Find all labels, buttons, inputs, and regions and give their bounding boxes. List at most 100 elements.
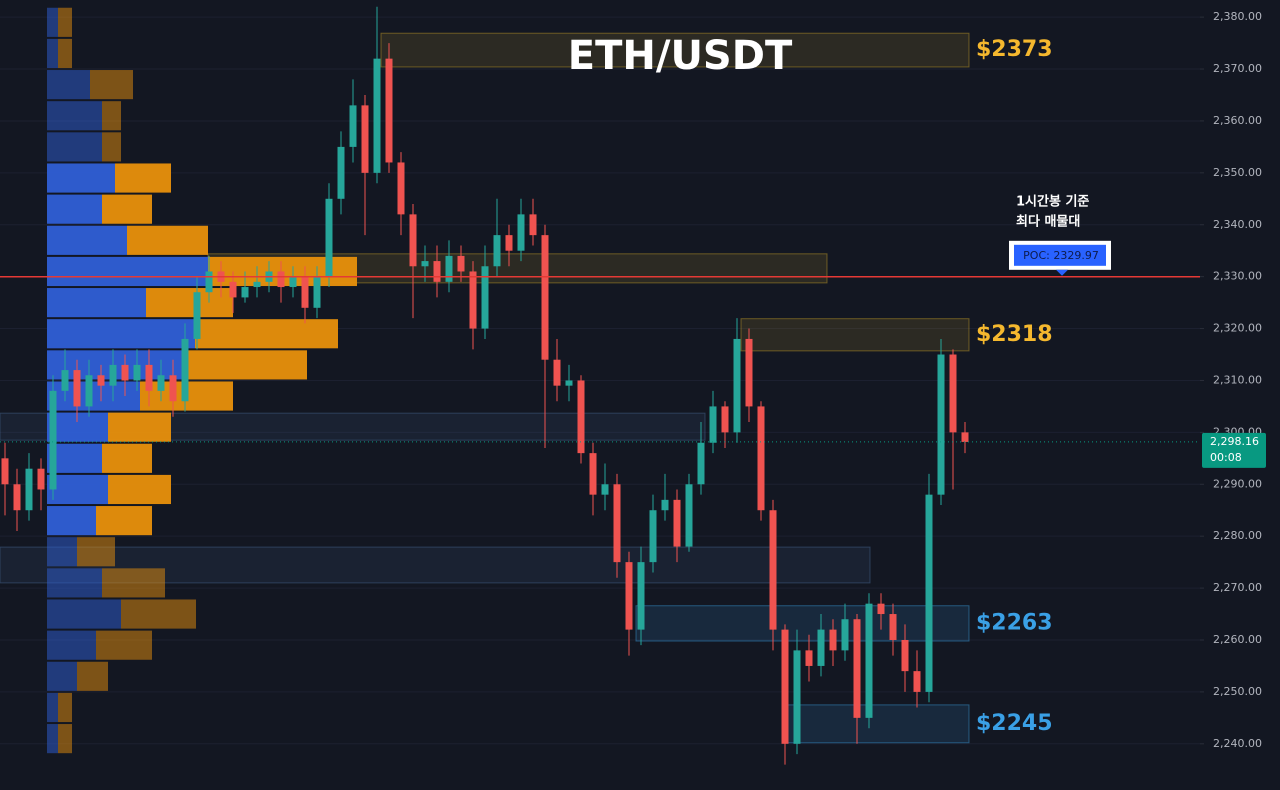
candle-body xyxy=(937,354,945,495)
price-zone xyxy=(635,605,970,642)
profile-buy-bar xyxy=(47,225,127,255)
zone-label: $2373 xyxy=(976,37,1053,62)
profile-buy-bar xyxy=(47,319,195,349)
chart-title: ETH/USDT xyxy=(568,33,793,79)
candle-body xyxy=(733,338,741,433)
zone-label: $2245 xyxy=(976,711,1053,736)
candle-body xyxy=(721,406,729,433)
candle-body xyxy=(517,214,525,251)
profile-buy-bar xyxy=(47,288,146,318)
profile-buy-bar xyxy=(47,132,102,162)
profile-buy-bar xyxy=(47,7,58,37)
candle-body xyxy=(241,287,249,298)
profile-buy-bar xyxy=(47,537,77,567)
candle-body xyxy=(805,650,813,666)
candle-body xyxy=(685,484,693,547)
candle-body xyxy=(949,354,957,433)
poc-pointer xyxy=(1056,269,1068,276)
candle-body xyxy=(409,214,417,267)
candle-body xyxy=(121,364,129,381)
candle-body xyxy=(649,510,657,563)
zone-label: $2318 xyxy=(976,322,1053,347)
y-tick-label: 2,240.00 xyxy=(1213,737,1262,750)
candle-body xyxy=(85,375,93,407)
y-tick-label: 2,310.00 xyxy=(1213,373,1262,386)
profile-sell-bar xyxy=(183,350,307,380)
profile-buy-bar xyxy=(47,70,90,100)
candle-body xyxy=(925,494,933,692)
candle-body xyxy=(385,58,393,163)
profile-buy-bar xyxy=(47,724,58,754)
candle-body xyxy=(277,271,285,288)
candle-body xyxy=(337,146,345,199)
y-tick-label: 2,320.00 xyxy=(1213,322,1262,335)
candle-body xyxy=(361,105,369,173)
y-tick-label: 2,330.00 xyxy=(1213,270,1262,283)
candle-body xyxy=(13,484,21,511)
y-tick-label: 2,280.00 xyxy=(1213,529,1262,542)
candle-body xyxy=(793,650,801,744)
profile-buy-bar xyxy=(47,506,96,536)
candle-body xyxy=(1,458,9,485)
profile-sell-bar xyxy=(102,443,152,473)
profile-sell-bar xyxy=(96,630,152,660)
candle-body xyxy=(577,380,585,454)
candle-body xyxy=(913,671,921,692)
profile-sell-bar xyxy=(127,225,208,255)
profile-sell-bar xyxy=(58,7,72,37)
candle-body xyxy=(253,281,261,288)
y-tick-label: 2,260.00 xyxy=(1213,633,1262,646)
profile-buy-bar xyxy=(47,692,58,723)
candle-body xyxy=(637,562,645,630)
profile-buy-bar xyxy=(47,599,121,629)
profile-sell-bar xyxy=(96,506,152,536)
poc-note: 1시간봉 기준 xyxy=(1016,194,1089,210)
candle-body xyxy=(289,276,297,288)
profile-sell-bar xyxy=(102,194,152,224)
candle-body xyxy=(505,235,513,251)
profile-buy-bar xyxy=(47,474,108,505)
candle-body xyxy=(25,468,33,511)
candle-body xyxy=(889,614,897,640)
candle-body xyxy=(145,364,153,391)
profile-sell-bar xyxy=(108,474,171,505)
candle-body xyxy=(109,364,117,386)
zone-label: $2263 xyxy=(976,610,1053,635)
candle-body xyxy=(229,281,237,298)
profile-buy-bar xyxy=(47,661,77,691)
candle-body xyxy=(565,380,573,386)
last-price-label: 2,298.16 xyxy=(1210,435,1259,448)
candle-body xyxy=(301,276,309,308)
candle-body xyxy=(697,442,705,485)
candle-body xyxy=(37,468,45,490)
profile-buy-bar xyxy=(47,381,140,411)
candle-body xyxy=(745,338,753,407)
candle-body xyxy=(853,619,861,718)
candle-body xyxy=(325,198,333,277)
candle-body xyxy=(553,359,561,386)
y-tick-label: 2,250.00 xyxy=(1213,685,1262,698)
candle-body xyxy=(613,484,621,563)
candle-body xyxy=(97,375,105,386)
candle-body xyxy=(841,619,849,651)
profile-sell-bar xyxy=(77,537,115,567)
candle-body xyxy=(829,629,837,651)
y-tick-label: 2,370.00 xyxy=(1213,62,1262,75)
profile-sell-bar xyxy=(121,599,196,629)
candle-body xyxy=(193,292,201,339)
candle-body xyxy=(49,390,57,490)
candle-body xyxy=(901,639,909,672)
poc-label: POC: 2329.97 xyxy=(1023,249,1099,262)
profile-buy-bar xyxy=(47,568,102,598)
candle-body xyxy=(73,370,81,407)
candle-body xyxy=(157,375,165,391)
price-zone xyxy=(785,704,970,744)
y-tick-label: 2,350.00 xyxy=(1213,166,1262,179)
candle-body xyxy=(61,370,69,391)
profile-sell-bar xyxy=(58,724,72,754)
profile-buy-bar xyxy=(47,38,58,69)
y-tick-label: 2,290.00 xyxy=(1213,477,1262,490)
profile-sell-bar xyxy=(90,70,133,100)
profile-sell-bar xyxy=(115,163,171,193)
